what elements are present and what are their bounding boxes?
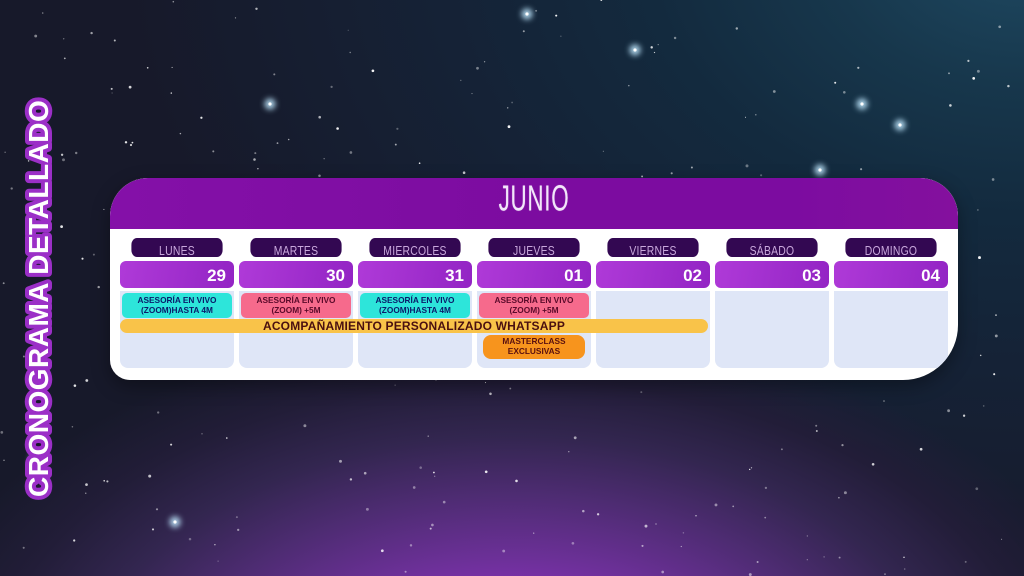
- svg-text:CRONOGRAMA DETALLADO: CRONOGRAMA DETALLADO: [23, 100, 54, 497]
